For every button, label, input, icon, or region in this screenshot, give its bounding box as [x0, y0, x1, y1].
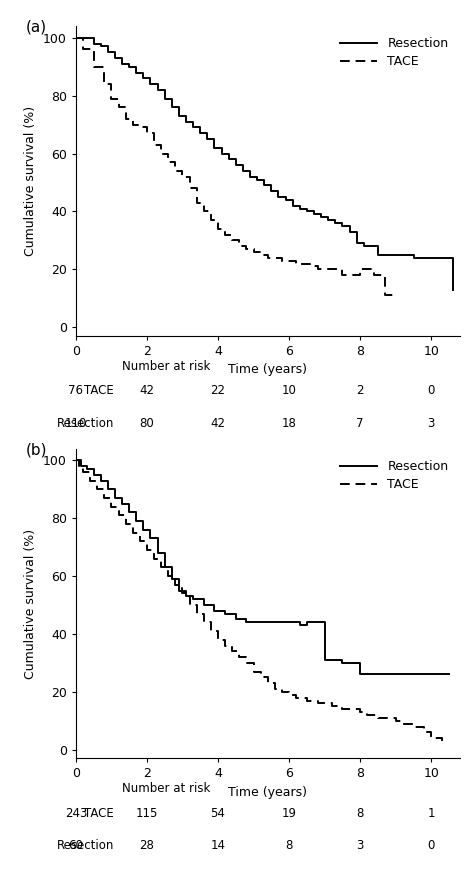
- Text: 110: 110: [64, 416, 87, 430]
- Text: 7: 7: [356, 416, 364, 430]
- Text: Resection: Resection: [57, 839, 114, 852]
- Text: 243: 243: [64, 807, 87, 820]
- Text: 14: 14: [210, 839, 226, 852]
- X-axis label: Time (years): Time (years): [228, 786, 307, 799]
- Text: 8: 8: [285, 839, 293, 852]
- Text: 19: 19: [282, 807, 297, 820]
- Text: 42: 42: [139, 384, 155, 397]
- Text: 1: 1: [428, 807, 435, 820]
- Text: 80: 80: [139, 416, 155, 430]
- Text: 54: 54: [210, 807, 226, 820]
- Text: TACE: TACE: [84, 384, 114, 397]
- Legend: Resection, TACE: Resection, TACE: [335, 32, 454, 73]
- Text: 0: 0: [428, 384, 435, 397]
- Text: Number at risk: Number at risk: [122, 782, 210, 795]
- Text: 0: 0: [428, 839, 435, 852]
- Text: TACE: TACE: [84, 807, 114, 820]
- Text: 18: 18: [282, 416, 297, 430]
- Text: 2: 2: [356, 384, 364, 397]
- Y-axis label: Cumulative survival (%): Cumulative survival (%): [24, 106, 37, 256]
- Text: 8: 8: [356, 807, 364, 820]
- Text: 22: 22: [210, 384, 226, 397]
- Legend: Resection, TACE: Resection, TACE: [335, 455, 454, 496]
- Text: Resection: Resection: [57, 416, 114, 430]
- X-axis label: Time (years): Time (years): [228, 363, 307, 376]
- Y-axis label: Cumulative survival (%): Cumulative survival (%): [24, 528, 37, 678]
- Text: 42: 42: [210, 416, 226, 430]
- Text: (a): (a): [26, 20, 47, 35]
- Text: 76: 76: [68, 384, 83, 397]
- Text: 3: 3: [356, 839, 364, 852]
- Text: Number at risk: Number at risk: [122, 360, 210, 373]
- Text: 60: 60: [68, 839, 83, 852]
- Text: 115: 115: [136, 807, 158, 820]
- Text: 28: 28: [139, 839, 155, 852]
- Text: (b): (b): [26, 443, 47, 457]
- Text: 10: 10: [282, 384, 297, 397]
- Text: 3: 3: [428, 416, 435, 430]
